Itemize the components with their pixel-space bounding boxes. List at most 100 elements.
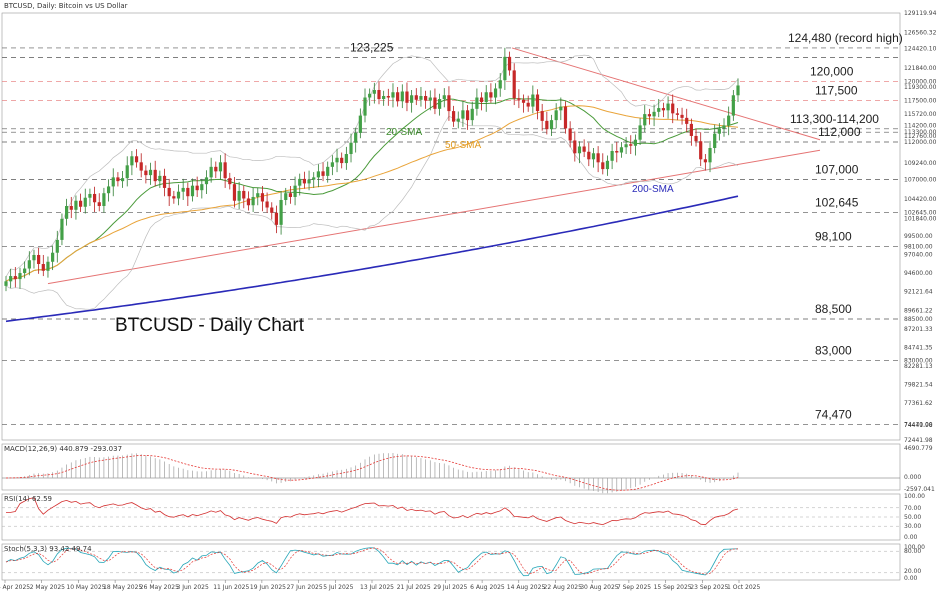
date-tick-17: 7 Sep 2025: [617, 584, 651, 591]
level-label-10: 83,000: [815, 343, 852, 357]
price-panel-border: [1, 12, 901, 441]
date-tick-9: 5 Jul 2025: [323, 584, 353, 591]
date-tick-13: 6 Aug 2025: [470, 584, 505, 591]
candle-body-86: [405, 91, 409, 103]
price-tick-32: 72441.98: [904, 437, 933, 444]
candle-body-92: [433, 97, 437, 109]
candle-body-10: [51, 252, 55, 262]
candle-body-3: [18, 273, 22, 280]
candle-body-84: [396, 92, 400, 102]
candle-body-126: [591, 153, 596, 160]
candle-body-108: [507, 56, 512, 71]
candle-body-12: [60, 218, 64, 240]
price-tick-22: 89661.22: [904, 307, 933, 314]
candle-body-53: [251, 196, 255, 206]
date-tick-0: 24 Apr 2025: [0, 584, 30, 591]
candle-body-37: [176, 191, 181, 199]
indicator-tick-2: -2597.041: [904, 486, 935, 493]
candle-body-29: [139, 162, 143, 171]
price-tick-15: 102645.00: [904, 209, 937, 216]
candle-body-49: [232, 184, 237, 201]
candle-body-116: [545, 120, 549, 130]
indicator-tick-8: 100.00: [904, 544, 925, 551]
indicator-tick-0: 4690.779: [904, 445, 933, 452]
sma200-label: 200-SMA: [632, 184, 674, 195]
candle-body-61: [288, 193, 293, 197]
candle-body-8: [41, 264, 45, 271]
candle-body-155: [727, 115, 731, 126]
date-tick-10: 13 Jul 2025: [360, 584, 394, 591]
date-tick-11: 21 Jul 2025: [397, 584, 431, 591]
resistance-trendline: [511, 47, 821, 141]
level-label-2: 120,000: [810, 65, 854, 79]
date-tick-18: 15 Sep 2025: [654, 584, 692, 591]
candle-body-119: [559, 106, 563, 111]
date-tick-8: 27 Jun 2025: [287, 584, 323, 591]
macd-signal-line: [5, 455, 739, 491]
price-tick-23: 88500.00: [904, 316, 933, 323]
candle-body-152: [713, 133, 717, 149]
price-tick-13: 107000.00: [904, 177, 937, 184]
candle-body-32: [153, 169, 157, 182]
candle-body-105: [493, 88, 498, 98]
candle-body-107: [503, 56, 507, 81]
candle-body-149: [699, 141, 703, 160]
candle-body-150: [703, 159, 707, 163]
price-tick-8: 114200.00: [904, 122, 937, 129]
level-label-6: 107,000: [815, 163, 859, 177]
candle-body-5: [27, 260, 31, 269]
candle-body-129: [605, 160, 610, 170]
candle-body-55: [260, 193, 265, 202]
indicator-tick-11: 0.00: [904, 575, 918, 582]
candle-body-81: [382, 96, 386, 100]
candle-body-76: [358, 115, 362, 133]
level-label-1: 123,225: [350, 40, 394, 54]
candle-body-100: [470, 108, 474, 121]
price-tick-3: 121840.00: [904, 65, 937, 72]
candle-body-101: [475, 97, 479, 109]
candle-body-6: [32, 254, 36, 261]
candle-body-110: [517, 98, 521, 100]
candle-body-68: [321, 171, 325, 176]
level-label-8: 98,100: [815, 230, 852, 244]
candle-body-147: [689, 123, 693, 136]
level-label-5: 112,000: [818, 125, 861, 139]
candle-body-22: [106, 186, 111, 194]
candle-body-111: [521, 99, 526, 103]
price-tick-7: 115720.00: [904, 111, 937, 118]
candle-body-113: [531, 94, 535, 107]
candle-body-56: [265, 201, 269, 208]
date-tick-5: 3 Jun 2025: [177, 584, 209, 591]
candle-body-120: [563, 106, 568, 129]
candle-body-121: [568, 128, 572, 141]
price-tick-26: 83000.00: [904, 357, 933, 364]
candle-body-75: [354, 132, 358, 143]
price-tick-17: 99500.00: [904, 233, 933, 240]
bollinger-bands: [5, 54, 739, 310]
candle-body-148: [694, 135, 698, 142]
candle-body-14: [69, 206, 73, 210]
rsi-header: RSI(14) 62.59: [4, 495, 52, 503]
candle-body-104: [489, 92, 493, 98]
candle-body-134: [629, 144, 633, 146]
stoch-k-line: [5, 547, 739, 577]
candle-body-83: [391, 92, 395, 98]
candle-body-30: [144, 170, 148, 176]
price-tick-30: 74470.00: [904, 422, 933, 429]
candle-body-146: [685, 117, 689, 124]
candle-body-132: [619, 147, 624, 153]
bollinger-upper: [5, 54, 739, 277]
candle-body-87: [410, 95, 414, 103]
candle-body-69: [326, 166, 330, 176]
candle-body-139: [652, 111, 656, 117]
candle-body-0: [4, 281, 8, 286]
level-lines: [2, 47, 900, 426]
date-tick-19: 23 Sep 2025: [690, 584, 728, 591]
candle-body-36: [172, 196, 176, 199]
candle-body-142: [666, 103, 670, 111]
candle-body-25: [120, 178, 125, 182]
candle-body-2: [13, 276, 17, 280]
candle-body-141: [661, 108, 666, 111]
candle-body-97: [456, 118, 460, 122]
